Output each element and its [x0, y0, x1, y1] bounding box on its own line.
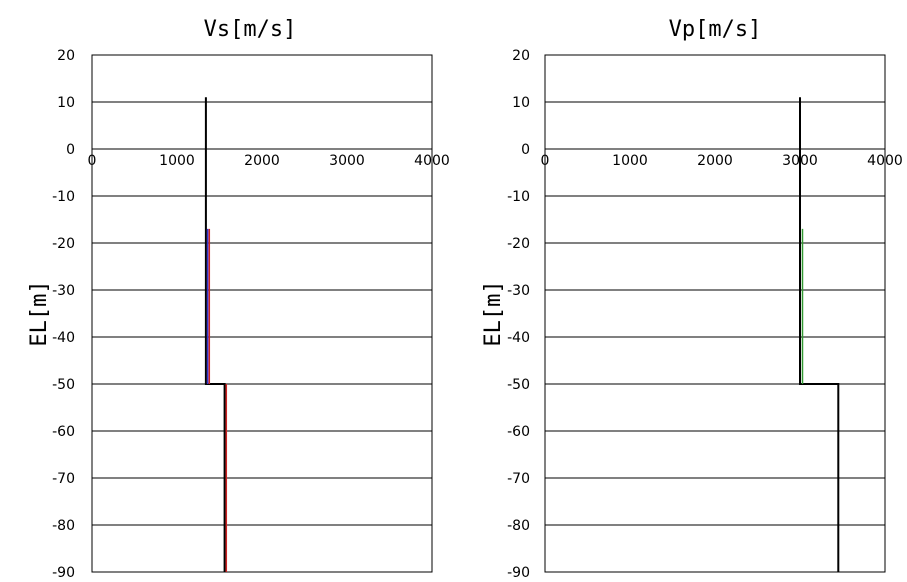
- series-line-1-0: [799, 97, 840, 572]
- chart-title: Vp[m/s]: [669, 17, 762, 42]
- x-tick-label: 3000: [329, 153, 365, 169]
- x-tick-label: 0: [88, 153, 97, 169]
- y-tick-label: -20: [507, 236, 530, 252]
- y-tick-label: -20: [52, 236, 75, 252]
- y-axis-label: EL[m]: [481, 280, 506, 346]
- y-tick-label: -70: [507, 471, 530, 487]
- y-tick-label: -90: [52, 565, 75, 578]
- y-tick-label: -60: [507, 424, 530, 440]
- x-tick-label: 1000: [159, 153, 195, 169]
- y-tick-label: 20: [57, 48, 75, 64]
- x-tick-label: 2000: [697, 153, 733, 169]
- series-line-0-0: [204, 97, 226, 572]
- y-tick-label: 20: [512, 48, 530, 64]
- y-tick-label: -70: [52, 471, 75, 487]
- y-tick-label: -40: [507, 330, 530, 346]
- chart-title: Vs[m/s]: [204, 17, 297, 42]
- x-tick-label: 4000: [867, 153, 903, 169]
- plot-area-1: [544, 54, 886, 573]
- y-tick-label: -80: [52, 518, 75, 534]
- y-axis-label: EL[m]: [27, 280, 52, 346]
- x-tick-label: 4000: [414, 153, 450, 169]
- y-tick-label: 10: [57, 95, 75, 111]
- plot-area-0: [91, 54, 433, 573]
- x-tick-label: 1000: [612, 153, 648, 169]
- y-tick-label: 0: [521, 142, 530, 158]
- y-tick-label: 0: [66, 142, 75, 158]
- y-tick-label: -60: [52, 424, 75, 440]
- y-tick-label: -40: [52, 330, 75, 346]
- y-tick-label: -30: [507, 283, 530, 299]
- y-tick-label: -80: [507, 518, 530, 534]
- y-tick-label: -50: [507, 377, 530, 393]
- y-tick-label: -10: [507, 189, 530, 205]
- y-tick-label: -90: [507, 565, 530, 578]
- y-tick-label: -30: [52, 283, 75, 299]
- y-tick-label: -10: [52, 189, 75, 205]
- x-tick-label: 0: [541, 153, 550, 169]
- x-tick-label: 2000: [244, 153, 280, 169]
- y-tick-label: -50: [52, 377, 75, 393]
- y-tick-label: 10: [512, 95, 530, 111]
